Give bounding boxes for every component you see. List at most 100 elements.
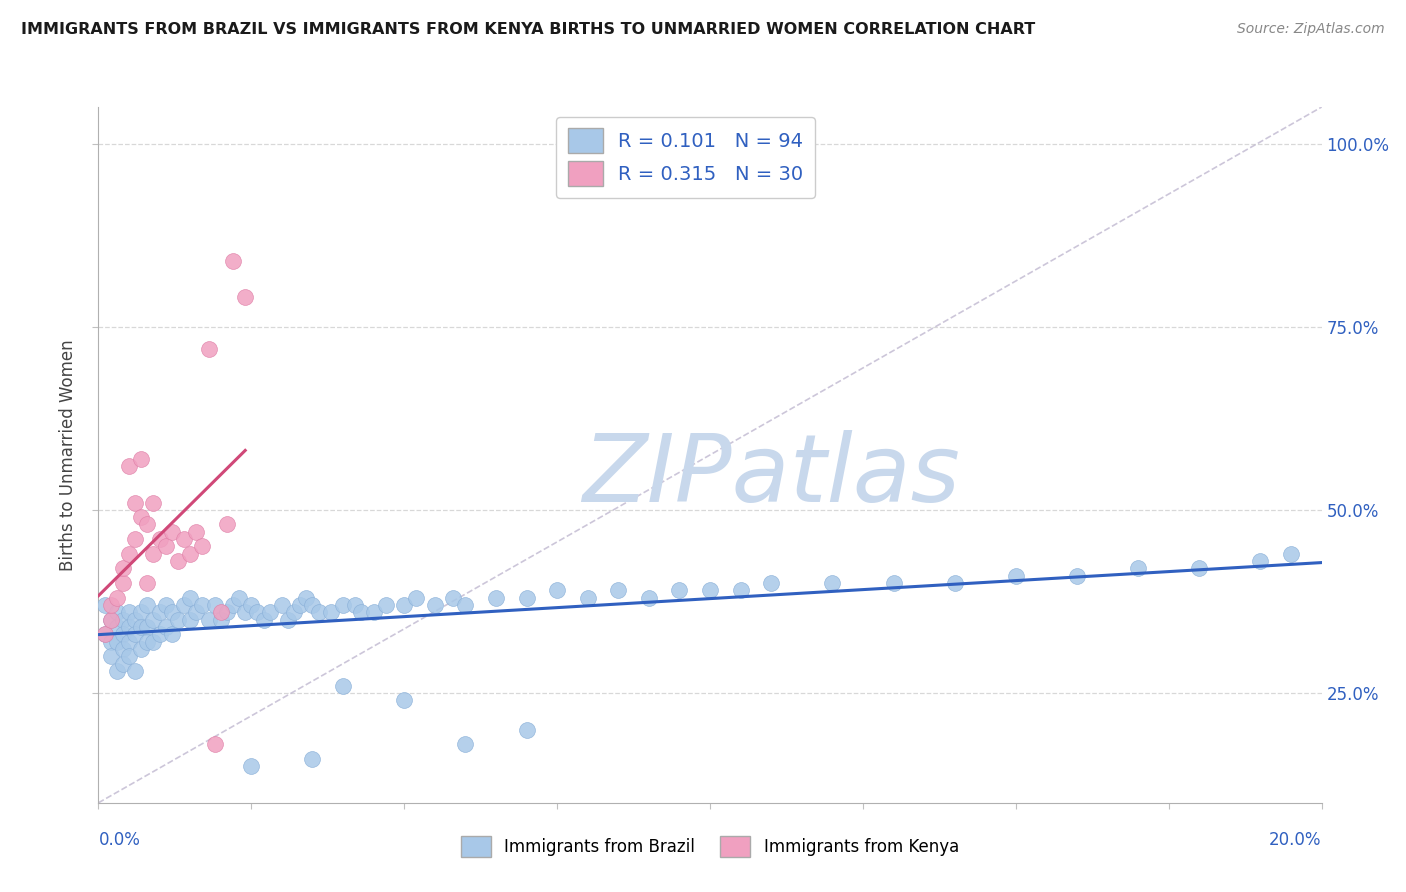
Point [100,598,122,612]
Text: 0.0%: 0.0% [98,830,141,848]
Text: IMMIGRANTS FROM BRAZIL VS IMMIGRANTS FROM KENYA BIRTHS TO UNMARRIED WOMEN CORREL: IMMIGRANTS FROM BRAZIL VS IMMIGRANTS FRO… [21,22,1035,37]
Point [1066,568,1088,582]
Point [516,723,538,737]
Point [173,598,195,612]
Point [883,576,905,591]
Point [129,642,152,657]
Point [319,606,342,620]
Point [136,576,159,591]
Point [160,606,183,620]
Point [290,598,312,612]
Point [222,253,245,268]
Point [186,524,208,539]
Point [344,598,367,612]
Point [93,627,115,641]
Point [637,591,661,605]
Point [179,591,201,605]
Point [136,620,159,634]
Point [100,634,122,648]
Point [118,649,141,664]
Point [374,598,396,612]
Point [118,634,141,648]
Text: ZIPatlas: ZIPatlas [582,430,960,521]
Point [105,591,128,605]
Point [759,576,782,591]
Point [124,664,146,678]
Point [111,561,134,575]
Point [215,606,238,620]
Point [111,657,134,671]
Point [295,591,318,605]
Point [259,606,281,620]
Point [100,649,122,664]
Text: 20.0%: 20.0% [1270,830,1322,848]
Point [283,606,305,620]
Point [1128,561,1150,575]
Point [821,576,844,591]
Point [454,598,477,612]
Point [392,693,416,707]
Point [111,613,134,627]
Point [1279,547,1302,561]
Point [222,598,245,612]
Point [252,613,274,627]
Point [149,606,172,620]
Point [246,606,269,620]
Point [160,524,183,539]
Point [197,342,219,356]
Point [136,634,159,648]
Point [301,752,323,766]
Point [270,598,292,612]
Point [100,613,122,627]
Point [485,591,508,605]
Point [167,554,190,568]
Point [142,613,165,627]
Point [363,606,385,620]
Point [301,598,323,612]
Point [240,598,263,612]
Legend: Immigrants from Brazil, Immigrants from Kenya: Immigrants from Brazil, Immigrants from … [454,830,966,864]
Point [173,532,195,546]
Point [943,576,966,591]
Point [350,606,373,620]
Point [228,591,250,605]
Point [111,642,134,657]
Point [129,620,152,634]
Point [142,634,165,648]
Y-axis label: Births to Unmarried Women: Births to Unmarried Women [59,339,77,571]
Point [441,591,464,605]
Point [204,598,226,612]
Point [111,576,134,591]
Point [191,540,214,554]
Point [233,290,256,304]
Point [118,620,141,634]
Point [179,613,201,627]
Point [233,606,256,620]
Point [155,540,177,554]
Point [423,598,446,612]
Point [668,583,690,598]
Point [142,547,165,561]
Point [124,613,146,627]
Point [179,547,201,561]
Point [186,606,208,620]
Point [1004,568,1026,582]
Point [129,606,152,620]
Point [129,510,152,524]
Point [105,634,128,648]
Point [118,547,141,561]
Point [105,606,128,620]
Point [576,591,599,605]
Point [405,591,427,605]
Point [1188,561,1211,575]
Point [1249,554,1271,568]
Point [277,613,299,627]
Point [155,598,177,612]
Text: Source: ZipAtlas.com: Source: ZipAtlas.com [1237,22,1385,37]
Point [454,737,477,751]
Point [155,620,177,634]
Point [142,495,165,509]
Point [149,532,172,546]
Point [197,613,219,627]
Point [607,583,630,598]
